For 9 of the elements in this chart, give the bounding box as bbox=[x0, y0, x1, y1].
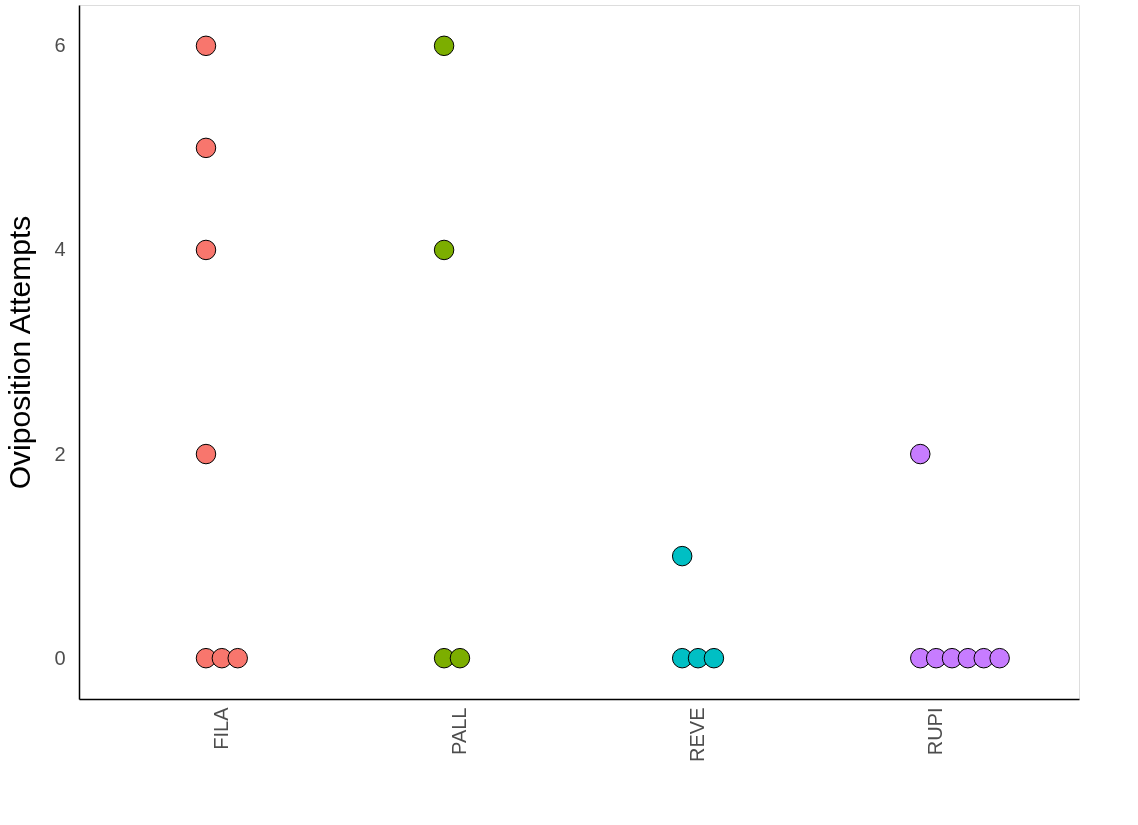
y-tick-label: 2 bbox=[54, 442, 66, 465]
x-tick-label: FILA bbox=[209, 706, 232, 750]
x-tick-label: PALL bbox=[447, 707, 470, 755]
x-tick-label: RUPI bbox=[924, 707, 947, 756]
y-tick-label: 6 bbox=[54, 34, 66, 57]
y-tick-label: 0 bbox=[54, 646, 66, 669]
y-tick-label: 4 bbox=[54, 238, 66, 261]
x-tick-label: REVE bbox=[686, 707, 709, 762]
y-axis-title: Oviposition Attempts bbox=[3, 215, 37, 490]
